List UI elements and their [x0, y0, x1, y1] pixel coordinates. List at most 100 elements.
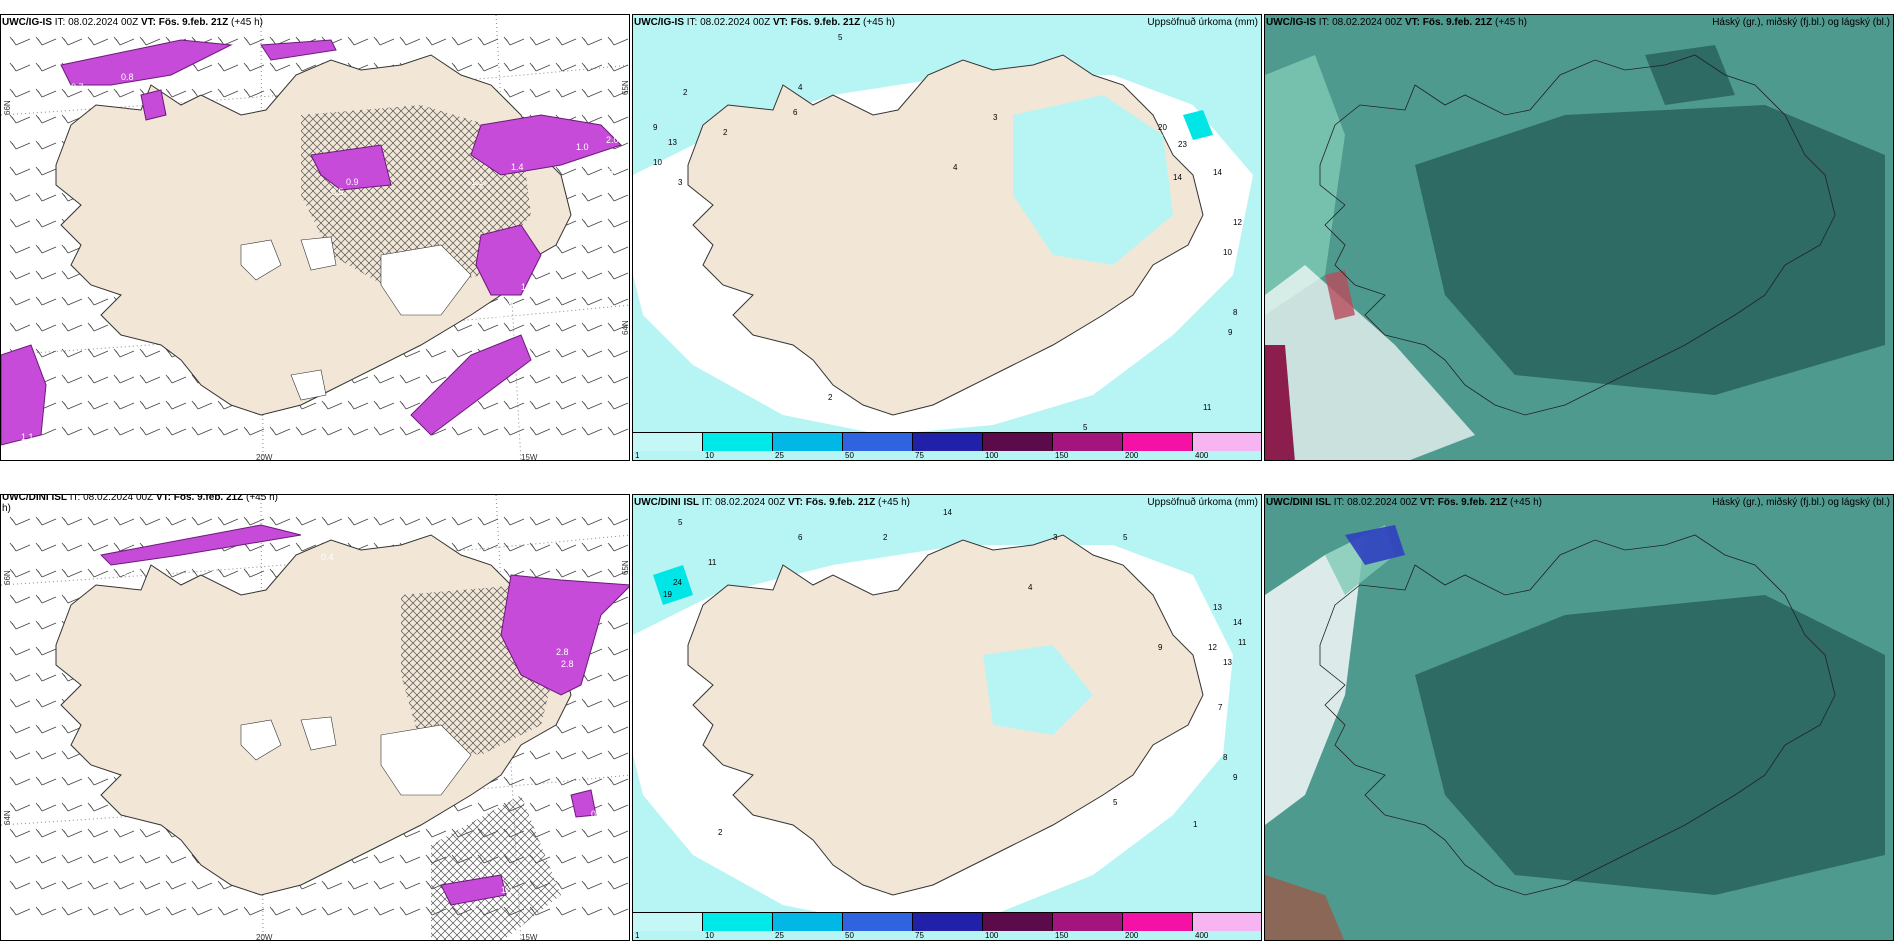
wind-barb	[61, 542, 83, 552]
value-label: 5	[838, 33, 843, 42]
wind-barb	[399, 906, 421, 916]
value-label: 9	[1233, 773, 1238, 782]
wind-barb	[61, 802, 83, 812]
wind-barb	[9, 620, 31, 630]
wind-barb	[373, 880, 395, 890]
wind-barb	[35, 114, 57, 124]
wind-barb	[87, 854, 109, 864]
colorbar-cell	[1193, 433, 1261, 451]
colorbar-tick: 10	[705, 931, 714, 940]
wind-barb	[581, 880, 603, 890]
panel-subtitle: Háský (gr.), miðský (fj.bl.) og lágský (…	[1712, 497, 1890, 508]
wind-barb	[35, 698, 57, 708]
wind-barb	[165, 516, 187, 526]
wind-barb	[607, 620, 629, 630]
wind-barb	[503, 296, 525, 306]
wind-values: 0.7 0.8 0.6 0.50.9 1.1 1.4 1.2 0.8 1.0 2.0 0.8 1.3 0…	[21, 72, 619, 452]
wind-barb	[581, 516, 603, 526]
value-label: 4	[1028, 583, 1033, 592]
wind-barb	[321, 906, 343, 916]
value-label: 13	[668, 138, 677, 147]
colorbar-tick: 200	[1125, 451, 1139, 460]
wind-barb	[9, 542, 31, 552]
value-label: 9	[653, 123, 658, 132]
wind-barb	[555, 322, 577, 332]
colorbar-tick: 75	[915, 451, 924, 460]
value-label: 1.3	[426, 442, 439, 452]
colorbar-tick: 50	[845, 931, 854, 940]
wind-barb	[139, 426, 161, 436]
value-label: 2.8	[561, 659, 574, 669]
wind-barb	[581, 218, 603, 228]
colorbar-tick: 25	[775, 451, 784, 460]
wind-barb	[87, 906, 109, 916]
wind-barb	[113, 426, 135, 436]
wind-barb	[607, 568, 629, 578]
wind-barb	[9, 802, 31, 812]
wind-barb	[9, 828, 31, 838]
wind-barb	[87, 776, 109, 786]
wind-barb	[113, 516, 135, 526]
wind-barb	[113, 568, 135, 578]
wind-barb	[607, 672, 629, 682]
wind-barb	[607, 828, 629, 838]
wind-map: 0.4 1.3 2.8 2.8 0.6 0.4 0.4 1.1	[1, 495, 629, 940]
wind-barb	[295, 62, 317, 72]
wind-barb	[529, 348, 551, 358]
wind-barb	[555, 542, 577, 552]
value-label: 0.6	[601, 687, 614, 697]
value-label: 2	[718, 828, 723, 837]
wind-barb	[35, 516, 57, 526]
wind-barb	[581, 270, 603, 280]
wind-barb	[269, 62, 291, 72]
wind-barb	[87, 516, 109, 526]
wind-barb	[35, 620, 57, 630]
wind-barb	[295, 542, 317, 552]
wind-barb	[113, 88, 135, 98]
map-panel-precip-top: UWC/IG-IS IT: 08.02.2024 00Z VT: Fös. 9.…	[632, 14, 1262, 461]
wind-barb	[243, 426, 265, 436]
wind-barb	[35, 140, 57, 150]
wind-barb	[529, 62, 551, 72]
colorbar-cell	[913, 433, 983, 451]
wind-barb	[243, 516, 265, 526]
wind-barb	[555, 244, 577, 254]
wind-barb	[529, 36, 551, 46]
wind-barb	[477, 542, 499, 552]
value-label: 0.4	[321, 552, 334, 562]
wind-barb	[61, 296, 83, 306]
wind-barb	[555, 750, 577, 760]
wind-barb	[35, 906, 57, 916]
value-label: 0.4	[471, 902, 484, 912]
value-label: 3	[678, 178, 683, 187]
wind-barb	[581, 88, 603, 98]
wind-barb	[87, 400, 109, 410]
wind-barb	[35, 348, 57, 358]
wind-barb	[477, 802, 499, 812]
wind-barb	[581, 828, 603, 838]
colorbar-cell	[843, 913, 913, 931]
wind-barb	[607, 296, 629, 306]
wind-barb	[61, 854, 83, 864]
value-label: 5	[1083, 423, 1088, 432]
wind-barb	[555, 854, 577, 864]
wind-barb	[35, 244, 57, 254]
wind-barb	[321, 426, 343, 436]
precip-map: 4529131032643202314141210892111535	[633, 15, 1261, 460]
wind-barb	[191, 516, 213, 526]
value-label: 3	[1053, 533, 1058, 542]
value-label: 5	[678, 518, 683, 527]
panel-subtitle: Uppsöfnuð úrkoma (mm)	[1147, 497, 1258, 508]
wind-barb	[425, 828, 447, 838]
wind-barb	[9, 166, 31, 176]
value-label: 5	[1123, 533, 1128, 542]
wind-barb	[35, 270, 57, 280]
wind-barb	[425, 516, 447, 526]
wind-barb	[113, 400, 135, 410]
precip-blobs	[1, 39, 622, 446]
value-label: 8	[1223, 753, 1228, 762]
wind-barb	[399, 426, 421, 436]
wind-barb	[35, 542, 57, 552]
wind-barb	[425, 374, 447, 384]
